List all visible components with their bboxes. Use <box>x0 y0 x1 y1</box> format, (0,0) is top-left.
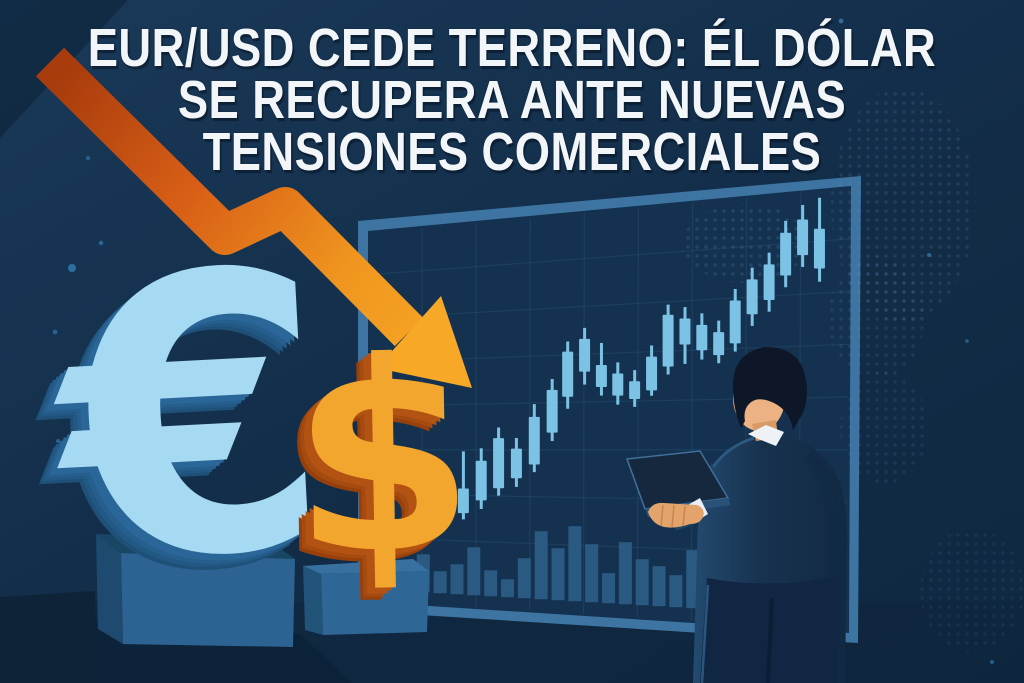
arrow-shaft <box>35 47 424 347</box>
candle-body <box>595 364 607 388</box>
candle-body <box>510 448 522 479</box>
background-dot <box>990 660 994 664</box>
volume-bar <box>568 526 582 602</box>
dollar-pedestal-top <box>303 559 429 574</box>
candle-body <box>729 300 741 344</box>
candle-body <box>746 279 758 315</box>
leg-highlight <box>700 584 710 683</box>
map-dots-patch <box>828 256 924 380</box>
candle-body <box>493 438 505 489</box>
shoulder-highlight <box>711 436 755 468</box>
headline-line-2: SE RECUPERA ANTE NUEVAS <box>177 70 847 130</box>
grid-line <box>636 207 640 618</box>
map-dots-patch <box>920 528 1024 652</box>
volume-bar <box>501 579 515 598</box>
businessman <box>625 346 847 683</box>
map-dots-patch <box>840 372 928 484</box>
candle-body <box>528 416 540 465</box>
volume-bar <box>551 548 565 601</box>
candle-body <box>797 219 809 256</box>
downtrend-arrow <box>35 47 472 388</box>
map-dots-decor <box>828 87 1024 652</box>
euro-pedestal-top <box>96 534 295 559</box>
candle-body <box>679 318 691 345</box>
grid-line <box>529 217 531 611</box>
background-dot <box>68 264 76 272</box>
headline: EUR/USD CEDE TERRENO: ÉL DÓLAR SE RECUPE… <box>82 18 942 182</box>
dollar-symbol: $ <box>289 304 477 613</box>
background-dot <box>965 339 969 343</box>
volume-bar <box>602 573 616 604</box>
candle-body <box>440 478 452 516</box>
background-dot <box>98 240 104 246</box>
candle-body <box>457 488 469 514</box>
leg-crease <box>766 597 774 683</box>
headline-line-3: TENSIONES COMERCIALES <box>202 122 822 182</box>
candle-body <box>562 351 574 397</box>
grid-line <box>582 212 585 614</box>
volume-bar <box>450 564 464 595</box>
volume-bar <box>652 566 666 607</box>
candle-body <box>422 503 434 521</box>
candle-body <box>475 460 487 501</box>
volume-bar <box>484 570 498 597</box>
volume-bar <box>433 571 447 594</box>
euro-pedestal-front <box>121 553 295 647</box>
map-dots-patch <box>683 203 807 283</box>
volume-bar <box>669 575 683 608</box>
dollar-pedestal-front <box>321 571 429 635</box>
candlesticks <box>404 197 825 533</box>
hair <box>732 346 807 430</box>
volume-bar <box>635 559 649 606</box>
volume-bar <box>585 544 599 603</box>
candle-body <box>629 381 641 399</box>
arrow-head <box>377 296 472 388</box>
volume-bar <box>517 558 531 599</box>
collar <box>748 425 784 446</box>
candle-body <box>404 497 416 524</box>
candle-body <box>813 228 825 269</box>
volume-bar <box>467 547 481 596</box>
finger-lines <box>660 504 686 528</box>
volume-bar <box>534 531 548 600</box>
chart-board <box>358 176 861 643</box>
candle-body <box>546 389 558 433</box>
candle-body <box>646 356 658 391</box>
euro-pedestal-side <box>96 534 123 644</box>
candle-body <box>780 232 792 276</box>
volume-bar <box>618 542 632 605</box>
dark-block <box>0 591 97 683</box>
candle-body <box>763 264 775 300</box>
candle-body <box>612 373 624 396</box>
background-dot <box>56 439 60 443</box>
background-dot <box>86 156 90 160</box>
candle-body <box>713 332 725 356</box>
pedestals <box>0 534 429 683</box>
candle-body <box>662 314 674 367</box>
background-dot <box>838 18 844 24</box>
dollar-pedestal-side <box>303 566 323 635</box>
candle-body <box>579 338 591 372</box>
background-dot <box>52 329 58 335</box>
headline-line-1: EUR/USD CEDE TERRENO: ÉL DÓLAR <box>87 18 937 78</box>
candle-body <box>696 324 708 351</box>
